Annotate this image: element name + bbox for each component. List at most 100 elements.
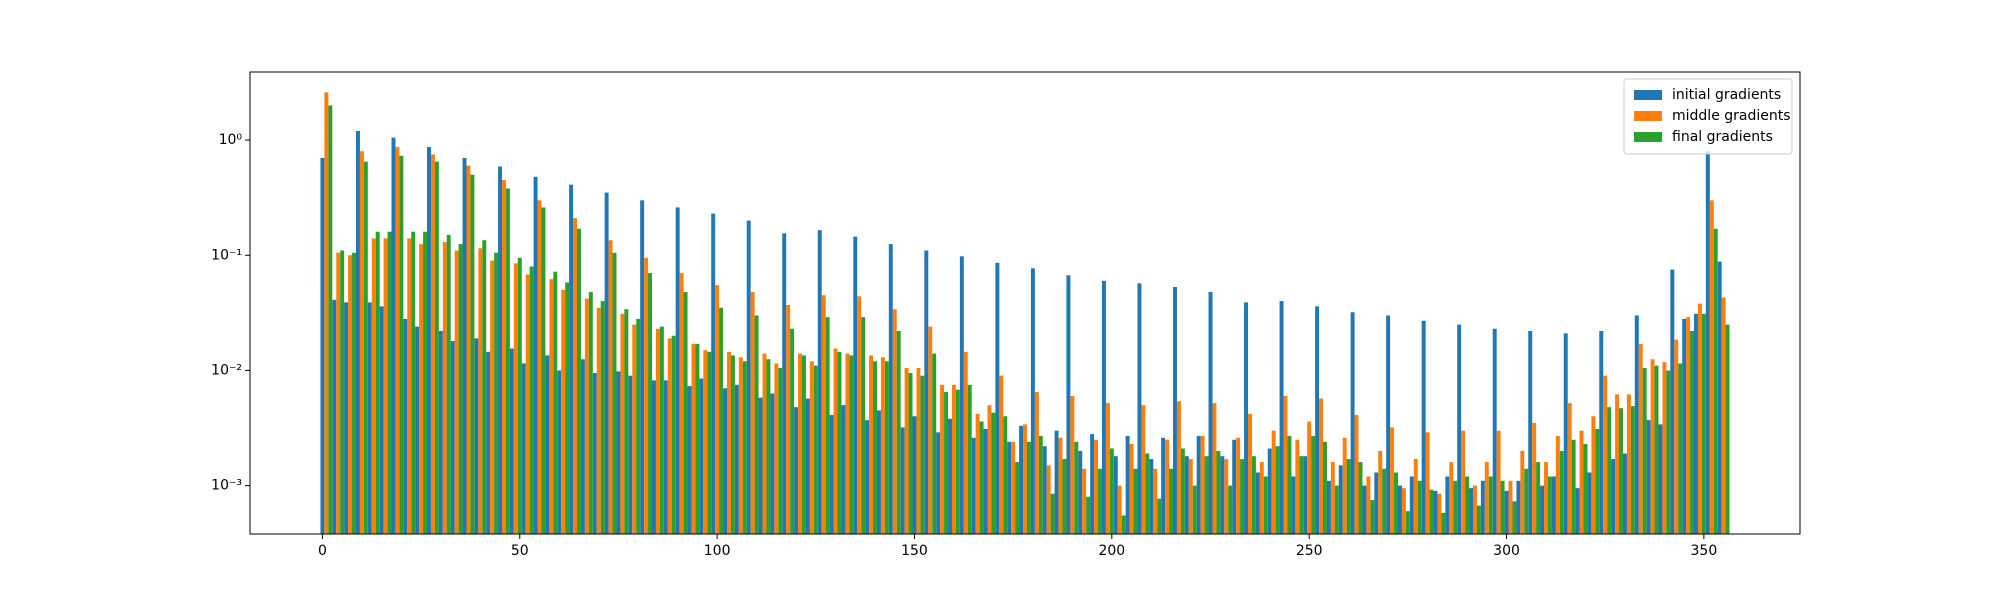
bar [1161, 437, 1166, 534]
bar [983, 429, 988, 534]
bar [588, 291, 593, 534]
bar [636, 318, 641, 534]
bar [801, 355, 806, 534]
bar [573, 218, 578, 534]
bar [505, 188, 510, 534]
bar [1196, 435, 1201, 534]
bar [490, 260, 495, 534]
bar [344, 302, 349, 534]
bar [513, 263, 518, 534]
bar [482, 240, 487, 534]
bar [1563, 333, 1568, 534]
bar [1524, 468, 1529, 534]
bar [1536, 462, 1541, 534]
bar [1350, 312, 1355, 534]
bar [521, 363, 526, 534]
bar [1717, 261, 1722, 534]
bar [1670, 269, 1675, 534]
bar [778, 367, 783, 534]
bar [963, 351, 968, 534]
bar [1330, 462, 1335, 534]
bar [419, 244, 424, 534]
bar [604, 192, 609, 534]
bar [1098, 468, 1102, 534]
bar [446, 234, 451, 534]
bar [1469, 488, 1473, 534]
bar [1236, 437, 1241, 534]
bar [916, 367, 921, 534]
bar [1066, 275, 1071, 534]
bar [920, 375, 925, 534]
bar [580, 359, 585, 534]
bar [454, 250, 459, 534]
bar [442, 242, 447, 534]
bar [1492, 328, 1497, 534]
bar [853, 236, 858, 534]
bar [1311, 435, 1316, 534]
bar [687, 386, 692, 534]
bar [352, 252, 356, 534]
bar [383, 238, 388, 534]
bar [813, 365, 818, 534]
bar [999, 375, 1004, 534]
bar [991, 412, 996, 534]
bar [730, 355, 735, 534]
bar [1500, 480, 1505, 534]
x-tick-label: 150 [901, 543, 928, 559]
bar [1508, 480, 1513, 534]
bar [612, 252, 617, 534]
bar [837, 351, 842, 534]
bar [1634, 315, 1639, 534]
bar [616, 371, 621, 534]
bar [1117, 485, 1122, 534]
bar [928, 326, 933, 534]
bar [1476, 505, 1481, 534]
bar [399, 155, 404, 534]
bar [873, 361, 877, 534]
bar [1058, 437, 1063, 534]
bar [1611, 459, 1616, 534]
bar [1709, 200, 1714, 534]
bar [502, 180, 506, 534]
bar [1283, 395, 1288, 534]
bar [1248, 413, 1252, 534]
bar [809, 361, 814, 534]
bar [719, 307, 724, 534]
bar [462, 157, 467, 534]
bar [667, 338, 672, 534]
bar [577, 228, 581, 534]
bar [1090, 434, 1095, 534]
bar [655, 328, 660, 534]
bar [1054, 430, 1059, 534]
bar [790, 328, 795, 534]
bar [1192, 485, 1197, 534]
bar [1125, 435, 1130, 534]
bar [766, 359, 771, 534]
bar [845, 353, 850, 534]
bar [1137, 283, 1142, 534]
legend-box [1623, 78, 1793, 155]
bar [1658, 424, 1663, 534]
bar [1705, 151, 1710, 534]
bar [1619, 408, 1623, 534]
bar [896, 330, 901, 534]
bar [1445, 476, 1450, 534]
bar [1255, 472, 1260, 534]
bar [608, 240, 613, 534]
bar [1259, 462, 1264, 534]
bar [1299, 456, 1304, 534]
bar [829, 415, 834, 534]
bar [363, 161, 368, 534]
bar [1413, 459, 1418, 534]
bar [1591, 416, 1596, 534]
bar [1378, 450, 1383, 534]
bar [620, 313, 625, 534]
bar [1295, 439, 1300, 534]
legend-swatch [1634, 111, 1662, 121]
bar [332, 299, 337, 534]
bar [695, 343, 700, 534]
bar [648, 273, 653, 534]
bar [971, 437, 976, 534]
